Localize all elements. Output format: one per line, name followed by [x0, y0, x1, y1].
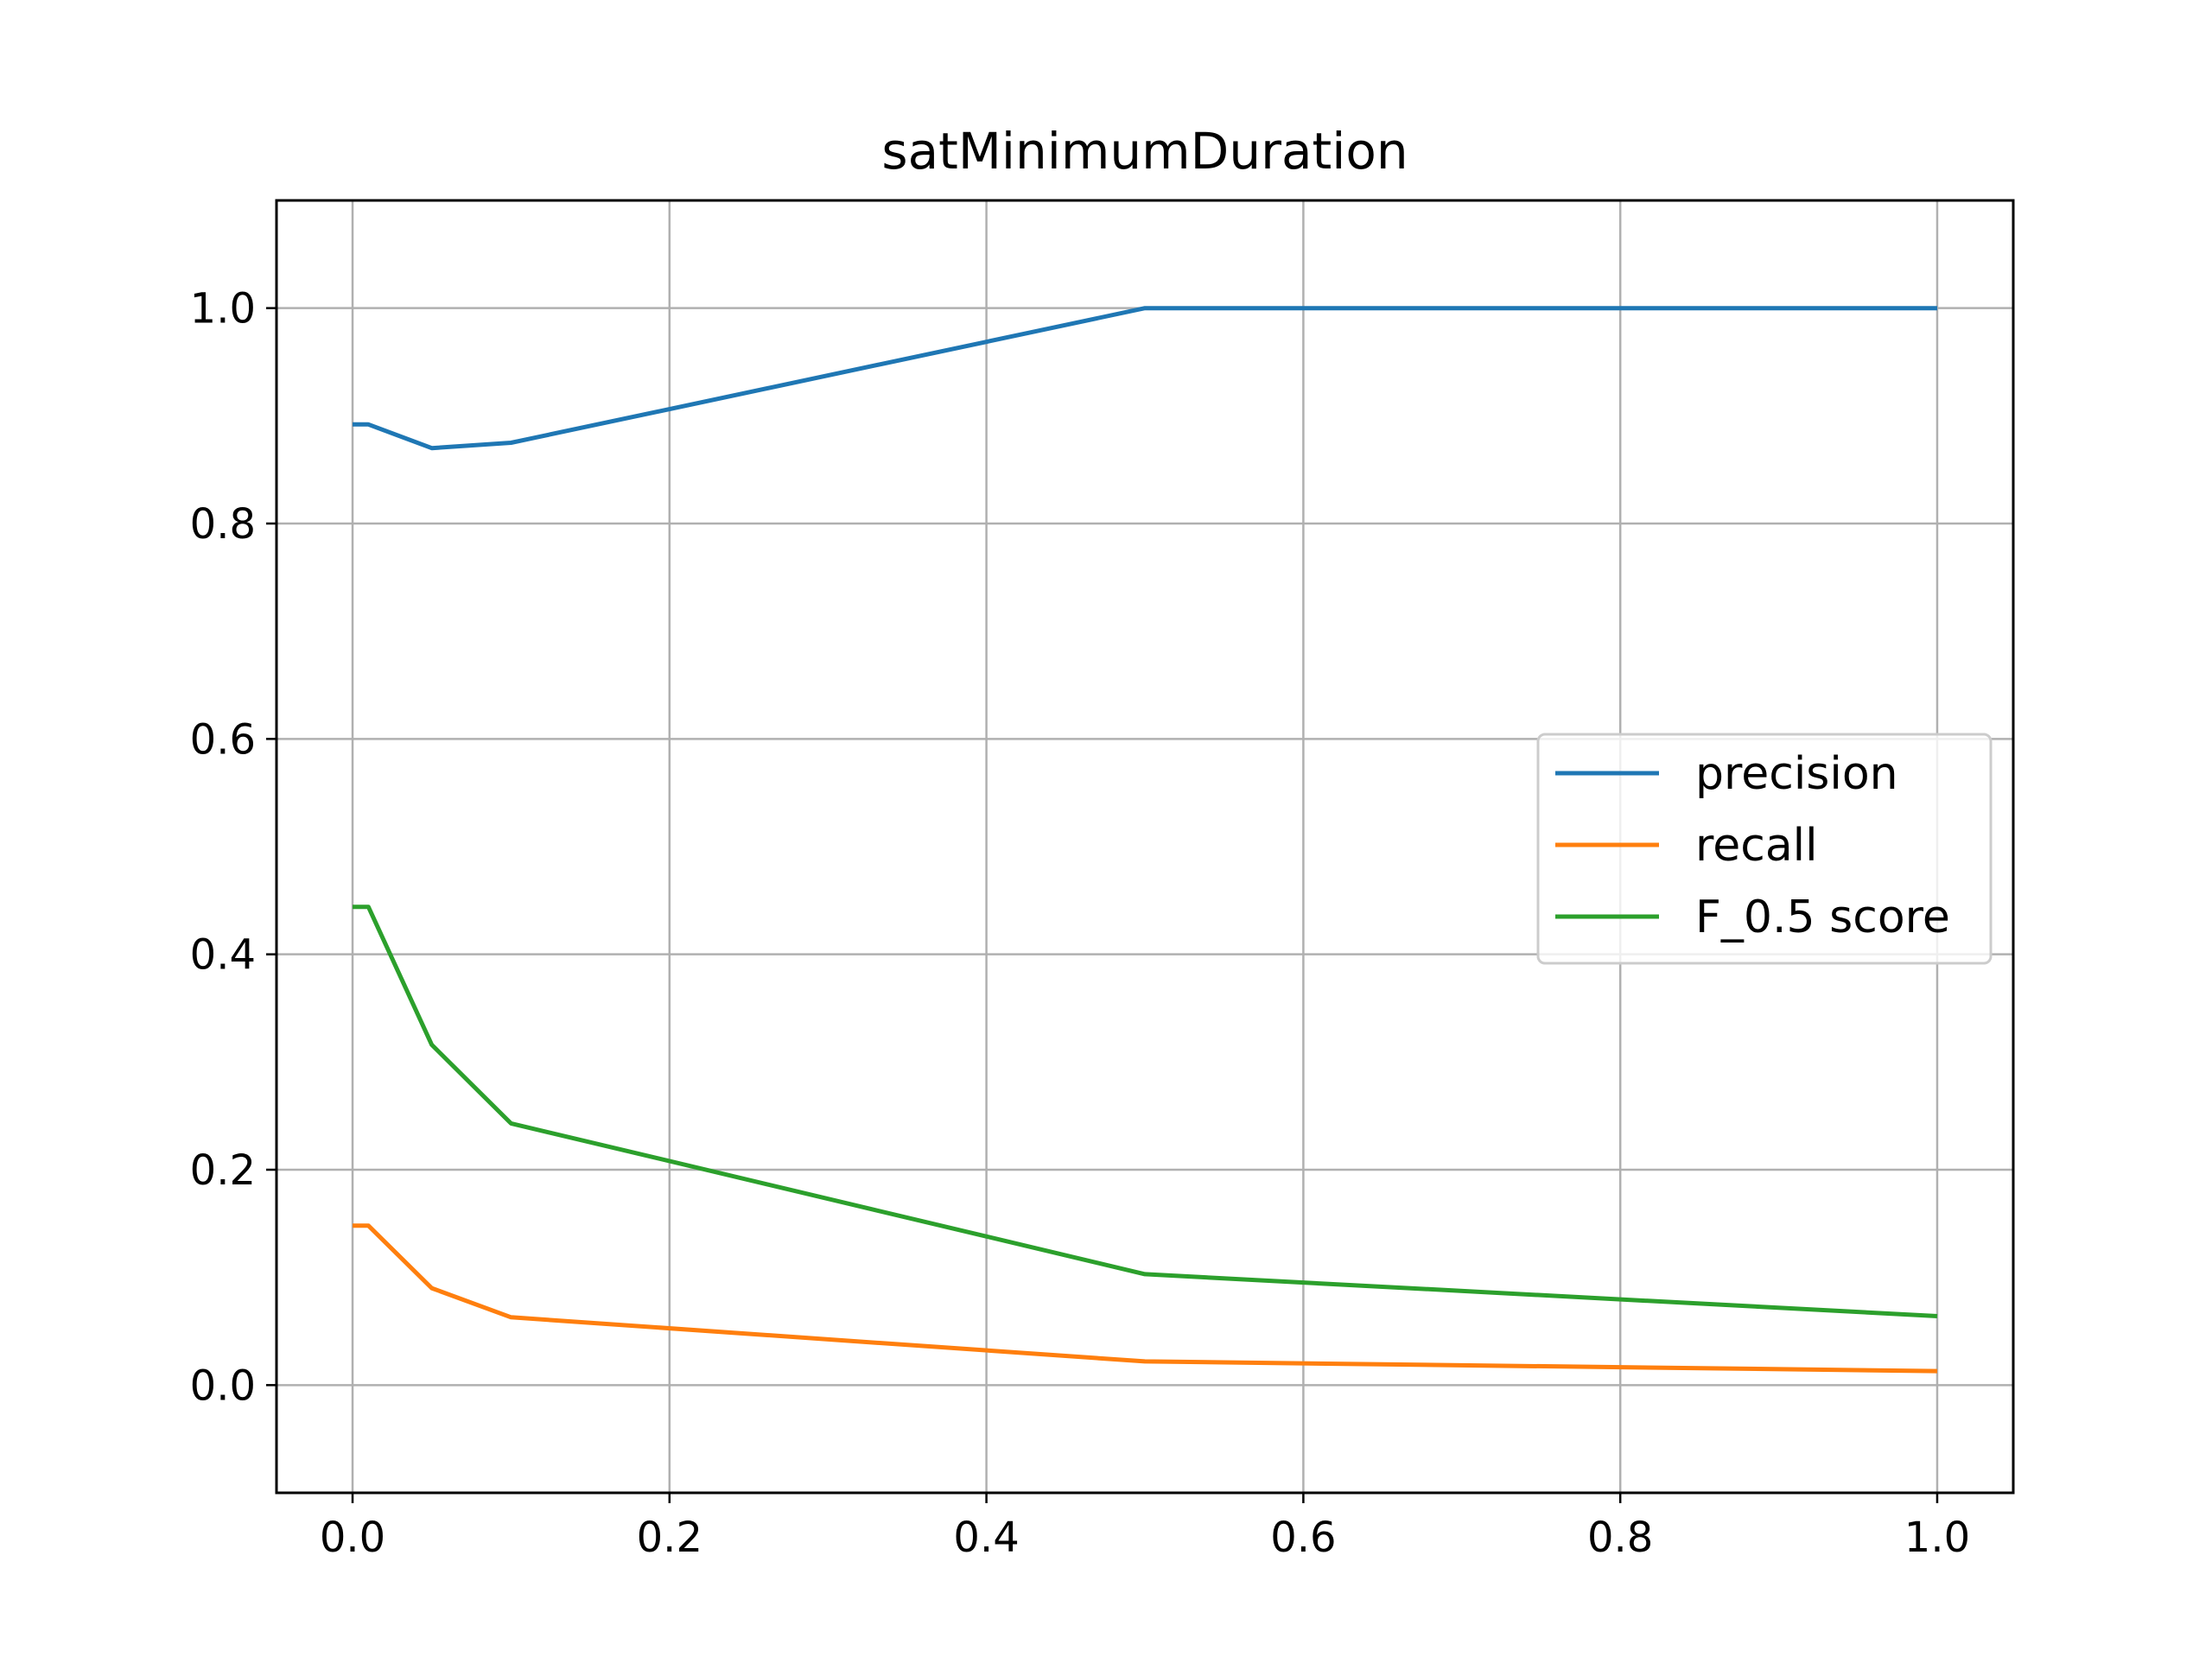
y-tick-label: 0.8	[190, 500, 256, 549]
chart-title: satMinimumDuration	[881, 122, 1408, 181]
axes-frame	[275, 199, 2015, 1495]
legend-box	[1536, 733, 1993, 965]
x-tick-label: 0.8	[1587, 1514, 1653, 1562]
x-tick-label: 0.6	[1270, 1514, 1336, 1562]
series-line-2	[353, 904, 1938, 1318]
legend-label: F_0.5 score	[1695, 892, 1950, 943]
y-tick-label: 0.6	[190, 715, 256, 764]
series-line-1	[353, 1223, 1938, 1374]
x-tick-label: 0.4	[953, 1514, 1019, 1562]
x-tick-label: 0.2	[637, 1514, 702, 1562]
x-tick-label: 0.0	[320, 1514, 385, 1562]
y-tick-label: 1.0	[190, 285, 256, 333]
legend: precision recall F_0.5 score	[1536, 733, 1993, 965]
series-line-0	[353, 306, 1937, 451]
y-tick-label: 0.2	[190, 1146, 256, 1195]
y-tick-label: 0.0	[190, 1362, 256, 1410]
series-lines	[353, 306, 1938, 1374]
x-tick-label: 1.0	[1904, 1514, 1970, 1562]
axis-ticks: 0.0 0.2 0.4 0.6 0.8 1.0 0.0 0.2 0.4 0.6 0.8 1.0	[190, 285, 1970, 1562]
legend-label: precision	[1695, 748, 1898, 800]
legend-label: recall	[1695, 820, 1818, 872]
y-tick-label: 0.4	[190, 931, 256, 980]
